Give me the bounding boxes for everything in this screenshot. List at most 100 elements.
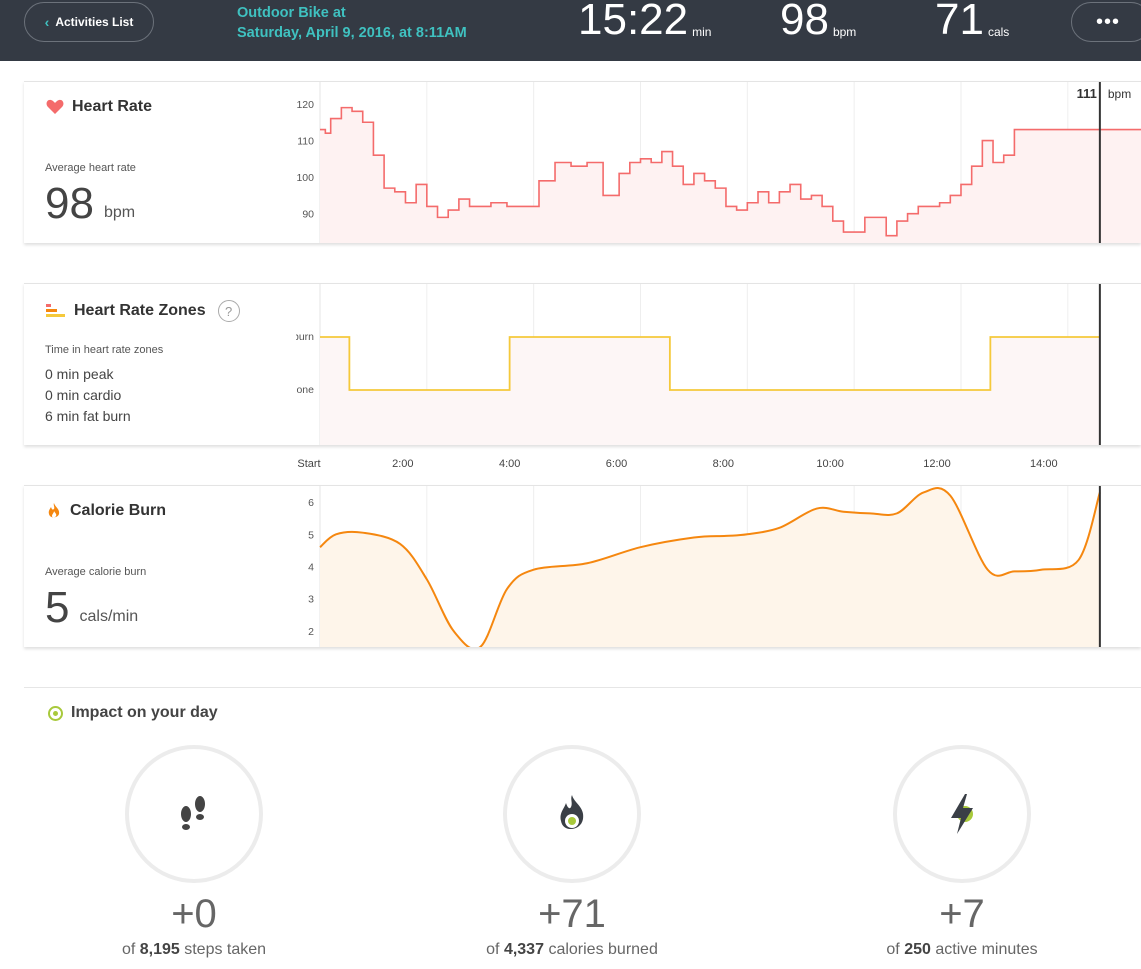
y-tick-label: 2 — [308, 626, 314, 638]
y-tick-label: 6 — [308, 497, 314, 509]
time-axis-label: 6:00 — [605, 458, 628, 470]
time-axis-label: 2:00 — [392, 458, 414, 470]
heart-rate-panel: Heart Rate Average heart rate 98 bpm 120… — [24, 81, 1141, 243]
impact-steps: +0 of 8,195 steps taken — [44, 745, 344, 959]
zone-area — [320, 337, 1100, 445]
calories-stat: 71 cals — [935, 0, 1009, 44]
time-axis-label: 14:00 — [1030, 458, 1058, 470]
active-of: of — [886, 941, 900, 958]
bpm-value: 98 — [780, 0, 829, 44]
time-axis-label: Start — [297, 458, 321, 470]
zones-chart[interactable]: fat burn out of zone — [296, 284, 1141, 445]
calories-label: calories burned — [548, 941, 658, 958]
y-tick-label: 3 — [308, 594, 314, 606]
heart-rate-line — [320, 106, 1141, 237]
zone-fatburn: 6 min fat burn — [45, 408, 131, 424]
zone-line — [320, 336, 1100, 391]
calorie-title-text: Calorie Burn — [70, 502, 167, 519]
cursor-bpm-value: 111 — [1077, 86, 1097, 101]
bpm-unit: bpm — [832, 25, 857, 39]
y-tick-label: 110 — [297, 136, 314, 148]
y-tick-label: 4 — [308, 562, 314, 574]
calories-caption: of 4,337 calories burned — [422, 941, 722, 959]
avg-calorie-label: Average calorie burn — [45, 566, 147, 578]
bpm-stat: 98 bpm — [780, 0, 856, 44]
time-axis-label: 10:00 — [816, 458, 844, 470]
flame-icon — [560, 795, 584, 830]
zones-sub-label: Time in heart rate zones — [45, 344, 164, 356]
duration-stat: 15:22 min — [578, 0, 711, 44]
steps-label: steps taken — [184, 941, 267, 958]
impact-title-text: Impact on your day — [71, 704, 218, 721]
zones-title: Heart Rate Zones ? — [46, 300, 240, 322]
target-icon — [48, 705, 63, 721]
y-tick-label: 100 — [296, 172, 314, 184]
active-total: 250 — [904, 941, 931, 958]
duration-unit: min — [692, 25, 712, 39]
avg-calorie-unit: cals/min — [79, 608, 139, 625]
steps-caption: of 8,195 steps taken — [44, 941, 344, 959]
calorie-title: Calorie Burn — [46, 502, 166, 520]
zones-title-text: Heart Rate Zones — [74, 302, 206, 319]
active-caption: of 250 active minutes — [812, 941, 1112, 959]
zones-bars-icon — [46, 304, 65, 317]
zone-tick-label: out of zone — [296, 384, 314, 396]
chevron-left-icon: ‹ — [44, 14, 50, 30]
activity-header: ‹ Activities List Outdoor Bike at Saturd… — [0, 0, 1141, 61]
heart-rate-zones-panel: Heart Rate Zones ? Time in heart rate zo… — [24, 283, 1141, 445]
time-axis-label: 8:00 — [712, 458, 735, 470]
steps-value: +0 — [171, 892, 217, 936]
impact-divider — [24, 687, 1141, 688]
calories-value: 71 — [935, 0, 984, 44]
back-button-label: Activities List — [55, 15, 134, 29]
steps-total: 8,195 — [139, 941, 180, 958]
footprints-icon — [181, 796, 205, 830]
time-axis-label: 4:00 — [498, 458, 521, 470]
activity-title-line1: Outdoor Bike at — [237, 5, 346, 21]
time-axis: Start 2:00 4:00 6:00 8:00 10:00 12:00 14:00 — [296, 458, 1141, 474]
activity-title-line2: Saturday, April 9, 2016, at 8:11AM — [237, 25, 467, 41]
heart-rate-title: Heart Rate — [46, 98, 152, 116]
calories-circle — [503, 745, 641, 883]
calories-total: 4,337 — [503, 941, 544, 958]
zone-peak: 0 min peak — [45, 366, 114, 382]
avg-calorie-value: 5 — [45, 583, 70, 632]
calorie-line — [319, 487, 1101, 647]
heart-icon — [46, 99, 64, 114]
calories-of: of — [486, 941, 500, 958]
active-label: active minutes — [935, 941, 1038, 958]
calorie-chart[interactable]: 6 5 4 3 2 — [296, 486, 1141, 647]
y-tick-label: 90 — [302, 209, 314, 221]
steps-of: of — [121, 941, 136, 958]
impact-title: Impact on your day — [48, 704, 218, 722]
duration-value: 15:22 — [578, 0, 689, 44]
avg-heart-rate-unit: bpm — [103, 204, 136, 221]
active-circle — [893, 745, 1031, 883]
more-options-button[interactable]: ••• — [1071, 2, 1141, 42]
activity-title: Outdoor Bike at Saturday, April 9, 2016,… — [237, 3, 537, 43]
heart-rate-title-text: Heart Rate — [72, 98, 153, 115]
heart-rate-area — [320, 107, 1141, 243]
heart-rate-chart[interactable]: 120 110 100 90 111 bpm — [296, 82, 1141, 243]
zones-list: 0 min peak 0 min cardio 6 min fat burn — [45, 364, 131, 427]
calorie-burn-panel: Calorie Burn Average calorie burn 5 cals… — [24, 485, 1141, 647]
zone-cardio: 0 min cardio — [45, 387, 122, 403]
calorie-area — [320, 488, 1100, 647]
cursor-bpm-unit: bpm — [1108, 87, 1131, 101]
y-tick-label: 120 — [296, 99, 314, 111]
steps-circle — [125, 745, 263, 883]
impact-calories: +71 of 4,337 calories burned — [422, 745, 722, 959]
calories-burned-value: +71 — [538, 892, 606, 936]
lightning-icon — [951, 794, 973, 834]
avg-heart-rate-label: Average heart rate — [45, 162, 136, 174]
zone-tick-label: fat burn — [296, 331, 314, 343]
active-minutes-value: +7 — [939, 892, 985, 936]
avg-heart-rate: 98 bpm — [45, 182, 135, 226]
help-icon[interactable]: ? — [217, 300, 240, 322]
flame-icon — [48, 503, 60, 518]
impact-active-minutes: +7 of 250 active minutes — [812, 745, 1112, 959]
calories-unit: cals — [987, 25, 1010, 39]
time-axis-label: 12:00 — [923, 458, 951, 470]
y-tick-label: 5 — [308, 529, 314, 541]
back-to-activities-button[interactable]: ‹ Activities List — [24, 2, 154, 42]
